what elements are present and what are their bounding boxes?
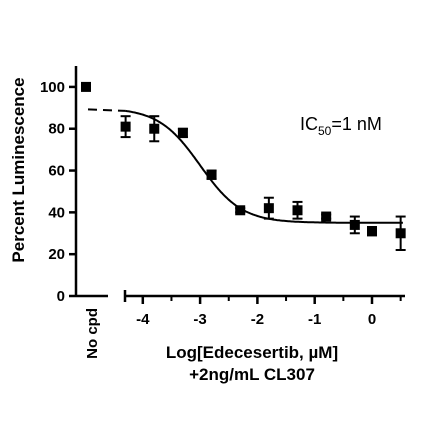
ic50-subscript: 50: [318, 124, 332, 138]
y-tick-label: 20: [48, 246, 65, 263]
y-tick-label: 100: [40, 79, 65, 96]
x-tick-label: -3: [193, 311, 206, 328]
x-tick-label: -4: [136, 311, 150, 328]
ic50-prefix: IC: [300, 114, 318, 134]
data-point: [321, 211, 332, 222]
axes: [74, 66, 405, 302]
fit-curve-extrapolation: [87, 108, 126, 112]
data-point: [292, 205, 303, 216]
data-point: [149, 123, 160, 134]
y-tick-label: 80: [48, 121, 65, 138]
y-tick-label: 60: [48, 163, 65, 180]
control-label: No cpd: [84, 308, 101, 359]
x-tick-label: -1: [308, 311, 321, 328]
ic50-annotation: IC50=1 nM: [300, 114, 382, 138]
x-tick-label: -2: [251, 311, 264, 328]
x-axis-label-line2: +2ng/mL CL307: [189, 365, 315, 384]
y-axis-label: Percent Luminescence: [9, 77, 28, 262]
data-point: [349, 219, 360, 230]
data-point: [367, 226, 377, 237]
data-point: [263, 203, 274, 214]
x-axis-label-line1: Log[Edecesertib, µM]: [166, 343, 338, 362]
data-point: [120, 121, 131, 132]
ic50-suffix: =1 nM: [331, 114, 382, 134]
control-point: [81, 81, 91, 92]
data-point: [235, 205, 246, 216]
ticks: 0 20 40 60 80 100 -4 -3 -2 -1 0 No cpd: [40, 79, 402, 359]
data-markers: [81, 81, 406, 239]
data-point: [395, 228, 406, 239]
y-tick-label: 40: [48, 204, 65, 221]
error-bars: [120, 115, 406, 251]
y-tick-label: 0: [57, 288, 65, 305]
x-tick-label: 0: [368, 311, 376, 328]
data-point: [177, 127, 188, 138]
data-point: [206, 169, 217, 180]
